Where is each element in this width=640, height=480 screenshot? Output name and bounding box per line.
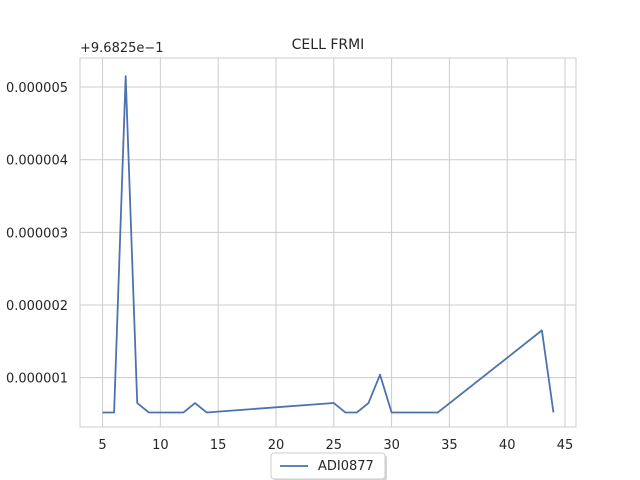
x-tick-label: 25 <box>326 438 343 453</box>
series-line-adi0877 <box>102 75 555 414</box>
y-offset-label: +9.6825e−1 <box>80 41 164 56</box>
y-tick-label: 0.000001 <box>6 372 68 387</box>
legend: ADI0877 <box>270 452 387 480</box>
plot-area <box>79 57 577 428</box>
x-tick-label: 15 <box>210 438 227 453</box>
grid <box>80 58 576 427</box>
x-axis-ticks: 5 10 15 20 25 30 35 40 45 <box>98 438 573 453</box>
y-tick-label: 0.000004 <box>6 154 68 169</box>
y-tick-label: 0.000002 <box>6 299 68 314</box>
y-axis-ticks: 0.000001 0.000002 0.000003 0.000004 0.000005 <box>6 81 68 387</box>
legend-box <box>270 452 386 480</box>
x-tick-label: 5 <box>98 438 106 453</box>
x-tick-label: 35 <box>441 438 458 453</box>
y-tick-label: 0.000003 <box>6 226 68 241</box>
y-tick-label: 0.000005 <box>6 81 68 96</box>
x-tick-label: 20 <box>268 438 285 453</box>
series-layer <box>102 75 555 414</box>
legend-label-adi0877: ADI0877 <box>318 459 374 474</box>
x-tick-label: 30 <box>383 438 400 453</box>
chart-title: CELL FRMI <box>292 37 365 53</box>
x-tick-label: 10 <box>152 438 169 453</box>
x-tick-label: 45 <box>557 438 574 453</box>
x-tick-label: 40 <box>499 438 516 453</box>
